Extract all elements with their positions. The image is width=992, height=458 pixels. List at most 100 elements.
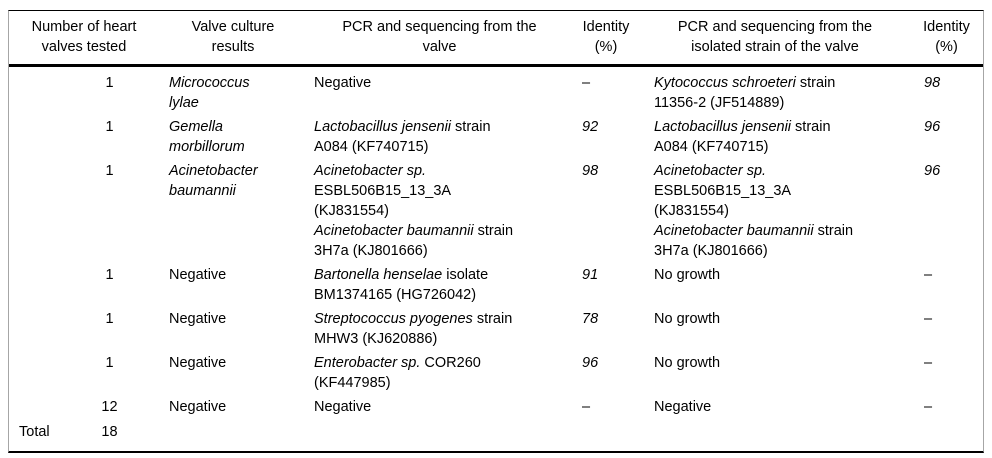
header-line: Identity — [923, 19, 970, 35]
organism-name-text: Gemella — [169, 119, 223, 135]
cell-text: 3H7a (KJ801666) — [314, 243, 428, 259]
row-label-cell — [9, 263, 64, 307]
header-line: valves tested — [41, 39, 127, 55]
cell-text: strain — [472, 311, 513, 327]
pcr-valve-cell — [307, 419, 572, 451]
header-line: Valve culture — [191, 19, 275, 35]
cell-text: isolate — [442, 267, 489, 283]
row-label-cell — [9, 351, 64, 395]
organism-name-text: Acinetobacter baumannii — [654, 223, 814, 239]
cell-text: strain — [795, 75, 836, 91]
organism-name-text: Enterobacter sp. — [314, 355, 421, 371]
pcr-valve-cell: Negative — [307, 395, 572, 419]
culture-cell — [159, 419, 307, 451]
identity-strain-cell: 98 — [910, 66, 983, 116]
cell-text: Negative — [169, 399, 227, 415]
header-line: PCR and sequencing from the — [342, 19, 537, 35]
row-label-cell — [9, 307, 64, 351]
cell-text: COR260 — [420, 355, 481, 371]
col-header-valves-tested: Number of heart valves tested — [9, 11, 159, 67]
cell-text: No growth — [654, 355, 721, 371]
cell-text: 3H7a (KJ801666) — [654, 243, 768, 259]
pcr-strain-cell: Kytococcus schroeteri strain 11356-2 (JF5… — [640, 66, 910, 116]
row-label-cell — [9, 395, 64, 419]
cell-text: – — [582, 75, 591, 91]
total-row: Total 18 — [9, 419, 983, 451]
organism-name-text: Acinetobacter — [169, 163, 258, 179]
cell-text: MHW3 (KJ620886) — [314, 331, 438, 347]
cell-text: No growth — [654, 311, 721, 327]
cell-text: – — [924, 311, 933, 327]
header-line: isolated strain of the valve — [691, 39, 859, 55]
organism-name-text: 96 — [582, 355, 599, 371]
row-label-cell — [9, 115, 64, 159]
valve-count-cell: 1 — [105, 267, 114, 283]
cell-text: Negative — [169, 355, 227, 371]
culture-cell: Micrococcus lylae — [159, 66, 307, 116]
cell-text: – — [924, 267, 933, 283]
cell-text: Negative — [314, 75, 372, 91]
cell-text: – — [582, 399, 591, 415]
culture-cell: Acinetobacter baumannii — [159, 159, 307, 263]
pcr-strain-cell: No growth — [640, 307, 910, 351]
row-label-cell — [9, 159, 64, 263]
pcr-valve-cell: Lactobacillus jensenii strain A084 (KF740… — [307, 115, 572, 159]
table-total-section: Total 18 — [9, 419, 983, 451]
cell-text: strain — [791, 119, 831, 135]
valve-count-cell: 1 — [105, 75, 114, 91]
cell-text: A084 (KF740715) — [314, 139, 429, 155]
organism-name-text: 78 — [582, 311, 599, 327]
table-frame: Number of heart valves tested Valve cult… — [8, 10, 984, 453]
table-row: 1 Micrococcus lylae Negative – Kytococcus sch… — [9, 66, 983, 116]
cell-text: – — [924, 399, 933, 415]
cell-text: – — [924, 355, 933, 371]
organism-name-text: 98 — [924, 75, 941, 91]
cell-text: A084 (KF740715) — [654, 139, 769, 155]
organism-name-text: Micrococcus — [169, 75, 250, 91]
organism-name-text: lylae — [169, 95, 199, 111]
table-body: 1 Micrococcus lylae Negative – Kytococcus sch… — [9, 66, 983, 420]
identity-valve-cell: 91 — [572, 263, 640, 307]
pcr-valve-cell: Enterobacter sp. COR260 (KF447985) — [307, 351, 572, 395]
organism-name-text: Lactobacillus jensenii — [314, 119, 452, 135]
identity-valve-cell: 98 — [572, 159, 640, 263]
identity-valve-cell: 96 — [572, 351, 640, 395]
identity-valve-cell: – — [572, 395, 640, 419]
identity-strain-cell: 96 — [910, 115, 983, 159]
col-header-identity-valve: Identity (%) — [572, 11, 640, 67]
header-line: Number of heart — [31, 19, 137, 35]
organism-name-text: Lactobacillus jensenii — [654, 119, 792, 135]
organism-name-text: 96 — [924, 119, 941, 135]
pcr-valve-cell: Negative — [307, 66, 572, 116]
pcr-valve-cell: Bartonella henselae isolate BM1374165 (HG… — [307, 263, 572, 307]
organism-name-text: 98 — [582, 163, 599, 179]
organism-name-text: Acinetobacter baumannii — [314, 223, 474, 239]
organism-name-text: Bartonella henselae — [314, 267, 443, 283]
pcr-strain-cell: Acinetobacter sp. ESBL506B15_13_3A (KJ8315… — [640, 159, 910, 263]
identity-valve-cell: 78 — [572, 307, 640, 351]
cell-text: strain — [473, 223, 514, 239]
header-line: (%) — [594, 39, 618, 55]
organism-name-text: baumannii — [169, 183, 236, 199]
culture-cell: Negative — [159, 395, 307, 419]
organism-name-text: Streptococcus pyogenes — [314, 311, 473, 327]
pcr-strain-cell: Negative — [640, 395, 910, 419]
cell-text: Negative — [169, 311, 227, 327]
header-line: (%) — [935, 39, 958, 55]
table-row: 1 Gemella morbillorum Lactobacillus jenseni… — [9, 115, 983, 159]
identity-valve-cell — [572, 419, 640, 451]
table-row: 12 Negative Negative – Negative – — [9, 395, 983, 419]
table-header: Number of heart valves tested Valve cult… — [9, 11, 983, 67]
identity-valve-cell: 92 — [572, 115, 640, 159]
header-row: Number of heart valves tested Valve cult… — [9, 11, 983, 67]
cell-text: ESBL506B15_13_3A — [654, 183, 792, 199]
row-label-cell — [9, 66, 64, 116]
cell-text: strain — [813, 223, 854, 239]
cell-text: BM1374165 (HG726042) — [314, 287, 477, 303]
cell-text: 11356-2 (JF514889) — [654, 95, 785, 111]
organism-name-text: Acinetobacter sp. — [314, 163, 427, 179]
identity-strain-cell: – — [910, 395, 983, 419]
organism-name-text: 92 — [582, 119, 599, 135]
organism-name-text: 91 — [582, 267, 599, 283]
col-header-identity-strain: Identity (%) — [910, 11, 983, 67]
